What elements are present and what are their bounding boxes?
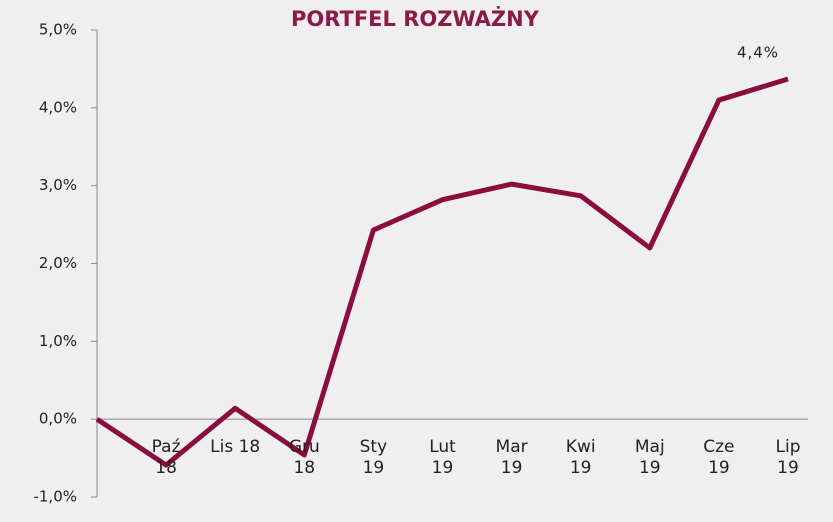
y-tick-label: -1,0% bbox=[33, 488, 77, 506]
x-tick-label: Maj 19 bbox=[624, 437, 676, 479]
chart-area: PORTFEL ROZWAŻNY -1,0% 0,0% 1,0% 2,0% 3,0% 4,… bbox=[0, 0, 833, 522]
x-tick-label: Lut 19 bbox=[417, 437, 469, 479]
y-tick-label: 1,0% bbox=[39, 332, 77, 350]
x-tick-label: Lis 18 bbox=[209, 437, 261, 458]
x-tick-label: Gru 18 bbox=[278, 437, 330, 479]
y-tick-label: 0,0% bbox=[39, 410, 77, 428]
data-label: 4,4% bbox=[737, 44, 779, 62]
line-series bbox=[97, 79, 788, 465]
x-tick-label: Mar 19 bbox=[486, 437, 538, 479]
y-tick-label: 5,0% bbox=[39, 21, 77, 39]
x-tick-label: Lip 19 bbox=[762, 437, 814, 479]
x-tick-label: Kwi 19 bbox=[555, 437, 607, 479]
x-tick-label: Paź 18 bbox=[140, 437, 192, 479]
y-tick-label: 3,0% bbox=[39, 176, 77, 194]
y-tick-label: 4,0% bbox=[39, 98, 77, 116]
chart-title: PORTFEL ROZWAŻNY bbox=[291, 6, 540, 31]
x-tick-label: Cze 19 bbox=[693, 437, 745, 479]
y-tick-label: 2,0% bbox=[39, 254, 77, 272]
x-tick-label: Sty 19 bbox=[347, 437, 399, 479]
